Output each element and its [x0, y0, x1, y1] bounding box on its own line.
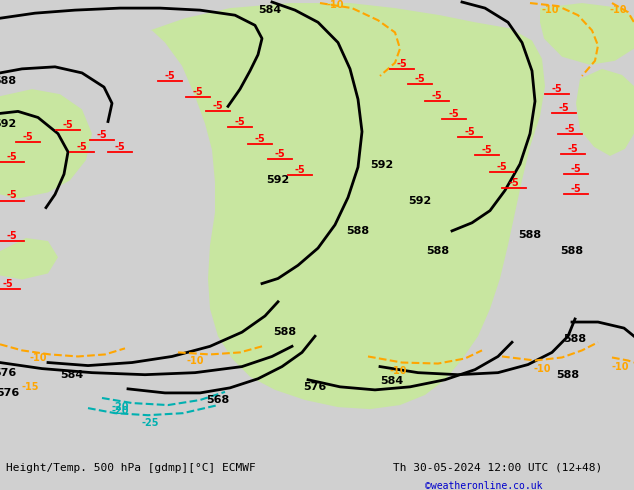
- Text: -10: -10: [611, 362, 629, 371]
- Text: -5: -5: [6, 152, 17, 162]
- Text: -5: -5: [496, 162, 507, 172]
- Text: -5: -5: [212, 101, 223, 111]
- Text: -5: -5: [508, 178, 519, 188]
- Text: Height/Temp. 500 hPa [gdmp][°C] ECMWF: Height/Temp. 500 hPa [gdmp][°C] ECMWF: [6, 463, 256, 473]
- Text: -5: -5: [432, 91, 443, 101]
- Text: -25: -25: [141, 418, 158, 428]
- Polygon shape: [540, 3, 634, 65]
- Text: 588: 588: [560, 246, 583, 256]
- Text: -5: -5: [96, 130, 107, 140]
- Text: 588: 588: [0, 76, 16, 86]
- Text: 592: 592: [266, 175, 290, 185]
- Text: -10: -10: [533, 364, 551, 373]
- Text: -5: -5: [6, 191, 17, 200]
- Text: 588: 588: [519, 230, 541, 240]
- Text: -20: -20: [111, 406, 129, 416]
- Text: -5: -5: [235, 117, 245, 126]
- Polygon shape: [0, 238, 58, 279]
- Text: 576: 576: [304, 382, 327, 392]
- Text: 576: 576: [0, 388, 20, 398]
- Text: 576: 576: [0, 368, 16, 378]
- Text: ©weatheronline.co.uk: ©weatheronline.co.uk: [425, 481, 542, 490]
- Text: -10: -10: [541, 5, 559, 15]
- Text: 584: 584: [380, 376, 404, 386]
- Text: -5: -5: [165, 71, 176, 81]
- Text: 588: 588: [346, 226, 370, 236]
- Text: -5: -5: [63, 120, 74, 129]
- Text: Th 30-05-2024 12:00 UTC (12+48): Th 30-05-2024 12:00 UTC (12+48): [393, 463, 602, 473]
- Text: 568: 568: [207, 395, 230, 405]
- Text: -5: -5: [565, 123, 576, 134]
- Text: -5: -5: [77, 142, 87, 152]
- Text: -15: -15: [22, 382, 39, 392]
- Text: -10: -10: [327, 0, 344, 10]
- Text: -5: -5: [193, 87, 204, 97]
- Text: -5: -5: [295, 165, 306, 175]
- Text: 588: 588: [564, 334, 586, 344]
- Text: -10: -10: [609, 5, 627, 15]
- Text: -5: -5: [255, 134, 266, 144]
- Text: -5: -5: [23, 132, 34, 142]
- Text: -10: -10: [186, 356, 204, 366]
- Text: 592: 592: [370, 160, 394, 170]
- Text: -5: -5: [482, 145, 493, 155]
- Text: 588: 588: [273, 327, 297, 337]
- Text: -5: -5: [449, 109, 460, 120]
- Text: -5: -5: [567, 144, 578, 154]
- Polygon shape: [0, 89, 92, 198]
- Text: -5: -5: [571, 164, 581, 174]
- Text: -5: -5: [275, 149, 285, 159]
- Text: 584: 584: [60, 369, 84, 380]
- Text: 588: 588: [427, 246, 450, 256]
- Text: -20: -20: [111, 402, 129, 412]
- Text: 592: 592: [408, 196, 432, 205]
- Text: -10: -10: [29, 353, 47, 364]
- Text: -10: -10: [389, 366, 407, 376]
- Polygon shape: [150, 3, 545, 409]
- Text: -5: -5: [115, 142, 126, 152]
- Text: -5: -5: [415, 74, 425, 84]
- Text: 588: 588: [557, 369, 579, 380]
- Text: -5: -5: [559, 103, 569, 113]
- Text: -5: -5: [552, 84, 562, 94]
- Text: -5: -5: [465, 126, 476, 137]
- Text: -5: -5: [571, 184, 581, 195]
- Text: -5: -5: [397, 59, 408, 69]
- Text: 592: 592: [0, 119, 16, 128]
- Polygon shape: [576, 69, 634, 156]
- Text: -5: -5: [3, 278, 13, 289]
- Text: -5: -5: [6, 231, 17, 241]
- Text: 584: 584: [259, 5, 281, 15]
